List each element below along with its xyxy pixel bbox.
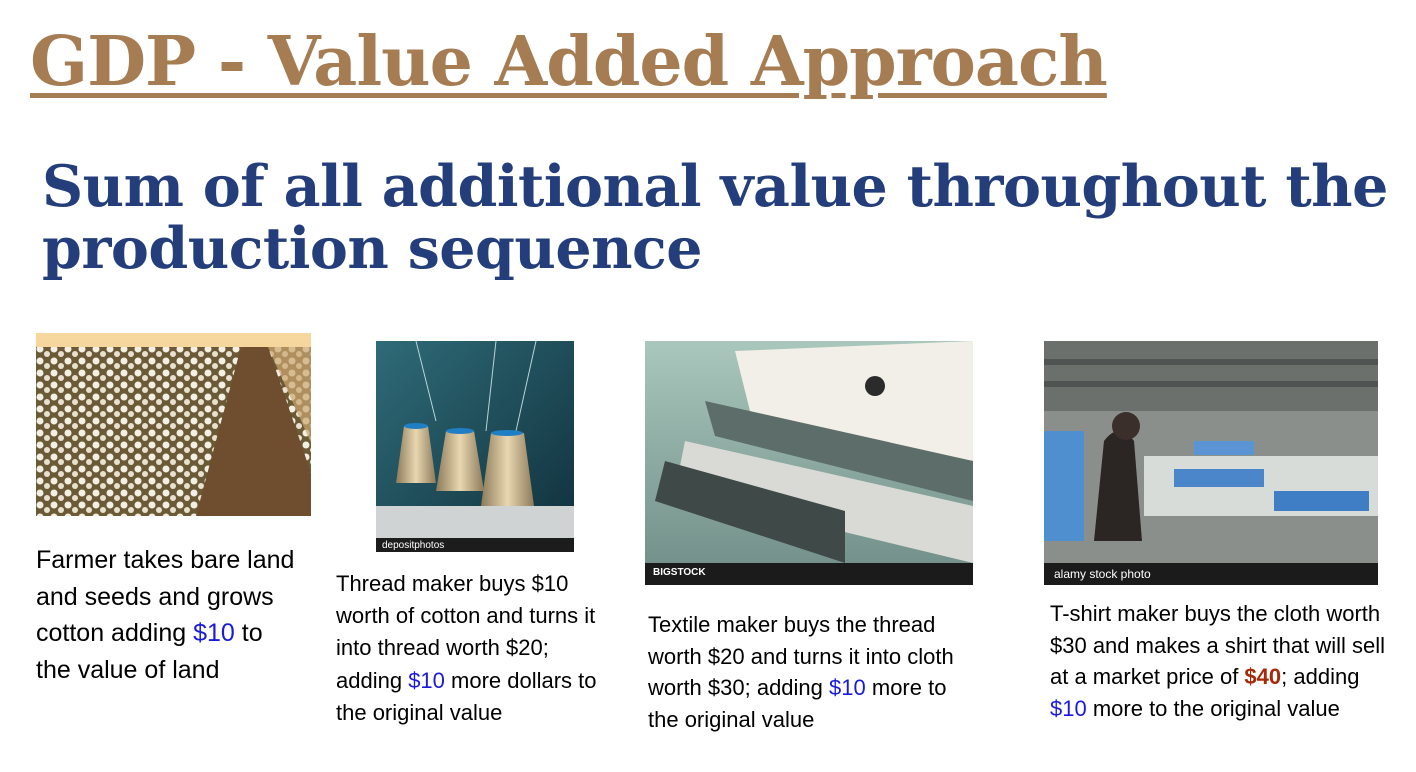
added-value: $10 — [193, 619, 235, 647]
cotton-field-photo — [36, 333, 311, 516]
caption-text: Textile maker buys the thread worth $20 … — [648, 612, 954, 701]
caption-text: ; adding — [1281, 664, 1360, 690]
cotton-field-illustration — [36, 333, 311, 516]
thread-spools-photo: depositphotos — [376, 341, 574, 552]
page-subtitle: Sum of all additional value throughout t… — [42, 153, 1388, 282]
caption-farmer: Farmer takes bare land and seeds and gro… — [36, 542, 298, 688]
added-value: $10 — [1050, 695, 1087, 721]
caption-textile-maker: Textile maker buys the thread worth $20 … — [648, 609, 963, 736]
watermark-label: depositphotos — [382, 540, 445, 551]
textile-machine-illustration — [645, 341, 973, 585]
tshirt-factory-illustration — [1044, 341, 1378, 585]
caption-text: Farmer takes bare land and seeds and gro… — [36, 546, 295, 647]
caption-tshirt-maker: T-shirt maker buys the cloth worth $30 a… — [1050, 598, 1400, 724]
thread-spools-illustration — [376, 341, 574, 552]
market-price: $40 — [1244, 664, 1282, 690]
textile-machine-photo: BIGSTOCK — [645, 341, 973, 585]
tshirt-factory-photo: alamy stock photo — [1044, 341, 1378, 585]
caption-thread-maker: Thread maker buys $10 worth of cotton an… — [336, 568, 598, 729]
watermark-label: alamy stock photo — [1054, 567, 1151, 581]
page-title: GDP - Value Added Approach — [30, 22, 1108, 102]
caption-text: to the value of land — [36, 619, 263, 684]
caption-text: more to the original value — [1086, 695, 1340, 721]
added-value: $10 — [829, 675, 866, 701]
caption-text: Thread maker buys $10 worth of cotton an… — [336, 571, 596, 693]
caption-text: more dollars to the original value — [336, 667, 597, 725]
added-value: $10 — [408, 667, 445, 693]
watermark-label: BIGSTOCK — [653, 567, 706, 578]
caption-text: more to the original value — [648, 675, 947, 733]
caption-text: T-shirt maker buys the cloth worth $30 a… — [1050, 601, 1386, 690]
